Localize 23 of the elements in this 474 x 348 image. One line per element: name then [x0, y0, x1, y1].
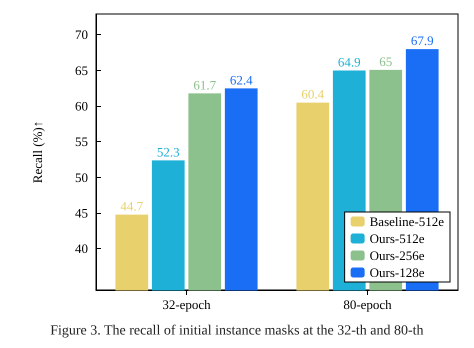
y-tick-label: 45 [75, 205, 88, 220]
legend-label: Ours-512e [370, 231, 425, 246]
data-label: 65 [379, 54, 392, 69]
x-tick-label: 80-epoch [343, 297, 392, 312]
legend-label: Baseline-512e [370, 214, 444, 229]
data-label: 52.3 [156, 144, 180, 160]
data-label: 67.9 [410, 33, 434, 48]
y-tick-label: 50 [75, 170, 88, 185]
y-tick-label: 55 [75, 134, 88, 150]
y-tick-label: 70 [75, 27, 88, 42]
data-label: 60.4 [301, 86, 325, 102]
data-label: 62.4 [230, 72, 254, 88]
legend-label: Ours-128e [370, 265, 425, 280]
y-tick-label: 40 [75, 241, 88, 256]
data-label: 44.7 [120, 198, 144, 214]
data-label: 64.9 [338, 54, 361, 70]
y-tick-label: 65 [75, 62, 88, 78]
y-tick-label: 60 [75, 98, 88, 114]
y-axis-title: Recall (%)↑ [30, 120, 45, 184]
caption: Figure 3. The recall of initial instance masks at the 32-th and 80-th [50, 324, 424, 338]
data-label: 61.7 [193, 77, 217, 92]
legend-label: Ours-256e [370, 248, 425, 263]
x-tick-label: 32-epoch [162, 297, 212, 312]
